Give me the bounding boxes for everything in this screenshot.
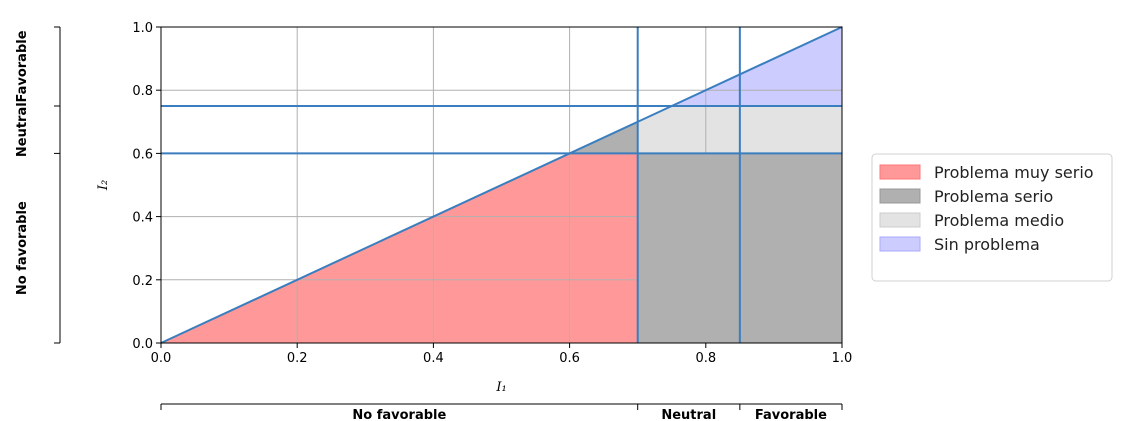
legend: Problema muy serio Problema serio Problema… [871,153,1113,282]
y-tick-label: 0.2 [132,274,153,289]
legend-label: Problema medio [934,211,1064,230]
plot-frame [160,26,843,344]
threshold-lines [160,26,843,344]
legend-swatch [879,212,921,228]
ticks: 0.0 0.2 0.4 0.6 0.8 1.0 0.0 0.2 0.4 0.6 0.8 1.0 [132,21,852,366]
x-tick-label: 0.0 [151,351,172,366]
legend-swatch [879,164,921,180]
y-band-label: No favorable [15,201,30,295]
x-band-label: Favorable [755,408,827,421]
x-tick-label: 0.4 [423,351,444,366]
y-axis-label: I₂ [96,180,111,191]
y-tick-label: 0.8 [132,84,153,99]
x-category-bands: No favorable Neutral Favorable [160,403,843,421]
legend-label: Sin problema [934,235,1040,254]
x-tick-label: 0.8 [695,351,716,366]
y-tick-label: 0.0 [132,337,153,352]
y-band-label: Favorable [15,30,30,102]
x-band-label: Neutral [661,408,716,421]
x-tick-label: 0.2 [287,351,308,366]
legend-label: Problema muy serio [934,163,1094,182]
legend-label: Problema serio [934,187,1053,206]
legend-swatch [879,188,921,204]
region-problema-muy-serio [161,153,638,343]
x-band-label: No favorable [352,408,446,421]
x-tick-label: 0.6 [559,351,580,366]
x-axis-label: I₁ [495,380,506,395]
diagonal-line [160,26,843,344]
x-tick-label: 1.0 [832,351,853,366]
y-tick-label: 0.4 [132,211,153,226]
legend-swatch [879,236,921,252]
legend-box [871,153,1113,282]
y-band-label: Neutral [15,102,30,157]
y-tick-label: 0.6 [132,147,153,162]
y-tick-label: 1.0 [132,21,153,36]
